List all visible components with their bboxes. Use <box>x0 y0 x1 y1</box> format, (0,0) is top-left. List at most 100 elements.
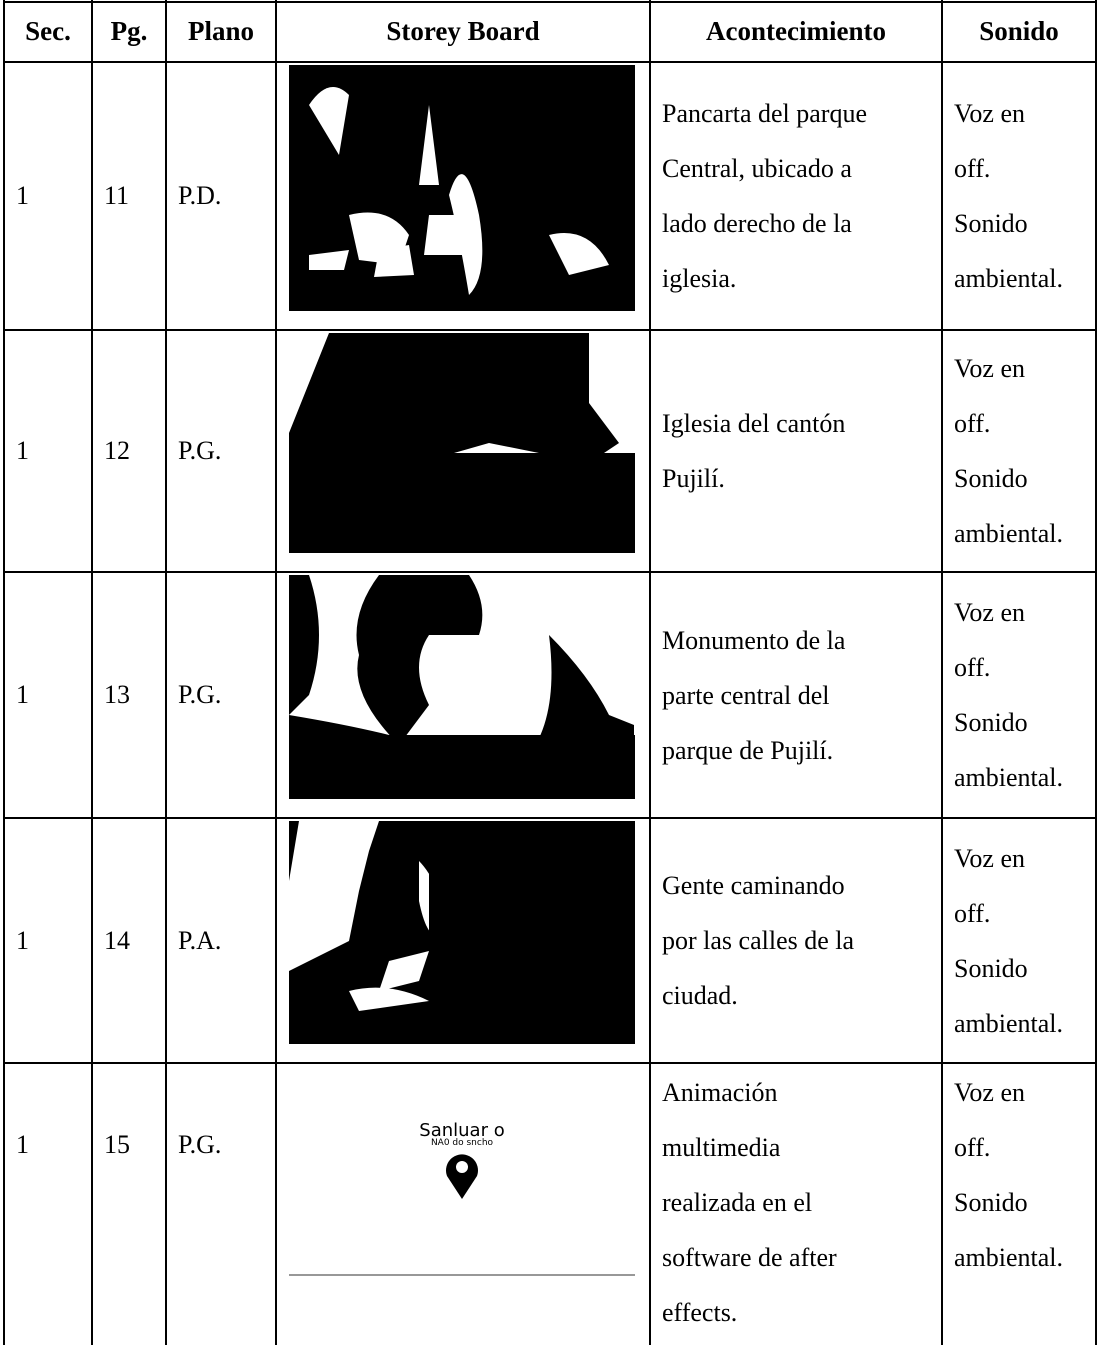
text-line: effects. <box>662 1298 738 1327</box>
text-line: Sonido <box>954 953 1028 983</box>
column-line <box>91 0 93 1345</box>
storyboard-text: NA0 do sncho <box>431 1138 494 1148</box>
header-cell: Sonido <box>979 15 1059 46</box>
row-line <box>4 61 1096 63</box>
cell-sonido: Voz en off. Sonido ambiental. <box>942 1063 1096 1345</box>
image-shape <box>356 575 483 745</box>
cell-plano: P.A. <box>178 925 222 955</box>
storyboard-image <box>289 575 635 799</box>
text-line: Monumento de la <box>662 625 846 655</box>
image-shape <box>429 821 635 1044</box>
cell-acontecimiento: Gente caminando por las calles de la ciuda… <box>650 818 942 1063</box>
image-shape <box>289 735 635 799</box>
cell-plano: P.D. <box>178 181 222 210</box>
image-shape <box>549 233 609 275</box>
column-line <box>649 0 651 1345</box>
text-line: Iglesia del cantón <box>662 409 846 438</box>
text-line: parque de Pujilí. <box>662 735 834 765</box>
image-shape <box>424 215 464 255</box>
image-shape <box>379 951 429 991</box>
column-line <box>275 0 277 1345</box>
image-shape <box>289 333 619 463</box>
text-line: Central, ubicado a <box>662 154 852 183</box>
text-line: Voz en <box>954 843 1026 873</box>
cell-sec: 1 <box>16 181 29 210</box>
image-shape <box>289 821 379 971</box>
cell-acontecimiento: Pancarta del parque Central, ubicado a lad… <box>650 62 942 330</box>
cell-sonido: Voz en off. Sonido ambiental. <box>942 62 1096 330</box>
cell-sonido: Voz en off. Sonido ambiental. <box>942 572 1096 818</box>
text-line: ambiental. <box>954 519 1064 548</box>
text-line: ciudad. <box>662 981 738 1010</box>
text-line: Voz en <box>954 598 1026 627</box>
column-line <box>165 0 167 1345</box>
text-line: Animación <box>662 1078 778 1107</box>
text-line: Pancarta del parque <box>662 99 868 128</box>
text-line: off. <box>954 898 991 928</box>
cell-plano: P.G. <box>178 1130 222 1159</box>
pin-hole <box>456 1161 468 1173</box>
text-line: off. <box>954 409 991 438</box>
cell-sec: 1 <box>16 925 29 955</box>
header-cell: Acontecimiento <box>706 15 886 46</box>
text-line: off. <box>954 154 991 183</box>
text-line: Sonido <box>954 708 1028 737</box>
cell-pg: 11 <box>104 181 130 210</box>
image-shape <box>289 575 319 715</box>
cell-sec: 1 <box>16 436 29 465</box>
text-line: lado derecho de la <box>662 209 852 238</box>
text-line: realizada en el <box>662 1188 813 1217</box>
cell-pg: 14 <box>104 925 130 955</box>
text-line: por las calles de la <box>662 926 855 955</box>
storyboard-image <box>289 333 635 553</box>
text-line: ambiental. <box>954 1008 1064 1038</box>
text-line: off. <box>954 1133 991 1162</box>
cell-acontecimiento: Monumento de la parte central del parque d… <box>650 572 942 818</box>
cell-sonido: Voz en off. Sonido ambiental. <box>942 818 1096 1063</box>
text-line: Sonido <box>954 464 1028 493</box>
column-line <box>3 0 5 1345</box>
header-cell: Plano <box>187 15 254 46</box>
text-line: software de after <box>662 1243 837 1272</box>
cell-pg: 12 <box>104 436 130 465</box>
row-line <box>4 817 1096 819</box>
storyboard-image <box>289 65 635 311</box>
image-shape <box>374 245 414 277</box>
cell-plano: P.G. <box>178 680 222 709</box>
text-line: Voz en <box>954 99 1026 128</box>
storyboard-text: Sanluar o <box>419 1120 504 1141</box>
pin-icon <box>446 1154 478 1199</box>
column-line <box>1095 0 1097 1345</box>
text-line: Voz en <box>954 354 1026 383</box>
text-line: Sonido <box>954 209 1028 238</box>
cell-sec: 1 <box>16 680 29 709</box>
column-line <box>941 0 943 1345</box>
row-line <box>4 1 1096 3</box>
cell-pg: 13 <box>104 680 130 709</box>
text-line: parte central del <box>662 680 830 710</box>
text-line: Pujilí. <box>662 464 725 493</box>
header-cell: Storey Board <box>386 15 540 46</box>
text-line: multimedia <box>662 1133 781 1162</box>
row-line <box>4 571 1096 573</box>
image-shape <box>449 174 483 295</box>
text-line: ambiental. <box>954 763 1064 792</box>
cell-sonido: Voz en off. Sonido ambiental. <box>942 330 1096 572</box>
text-line: Gente caminando <box>662 871 845 900</box>
text-line: Sonido <box>954 1188 1028 1217</box>
image-shape <box>349 987 429 1011</box>
cell-acontecimiento: Iglesia del cantón Pujilí. <box>650 330 942 572</box>
text-line: Voz en <box>954 1078 1026 1107</box>
image-shape <box>309 250 349 270</box>
cell-sec: 1 <box>16 1130 29 1159</box>
text-line: ambiental. <box>954 264 1064 293</box>
cell-plano: P.G. <box>178 436 222 465</box>
header-cell: Pg. <box>110 15 148 46</box>
text-line: off. <box>954 653 991 682</box>
text-line: ambiental. <box>954 1243 1064 1272</box>
cell-acontecimiento: Animación multimedia realizada en el softwa… <box>650 1063 942 1345</box>
cell-pg: 15 <box>104 1130 130 1159</box>
image-shape <box>419 105 439 185</box>
